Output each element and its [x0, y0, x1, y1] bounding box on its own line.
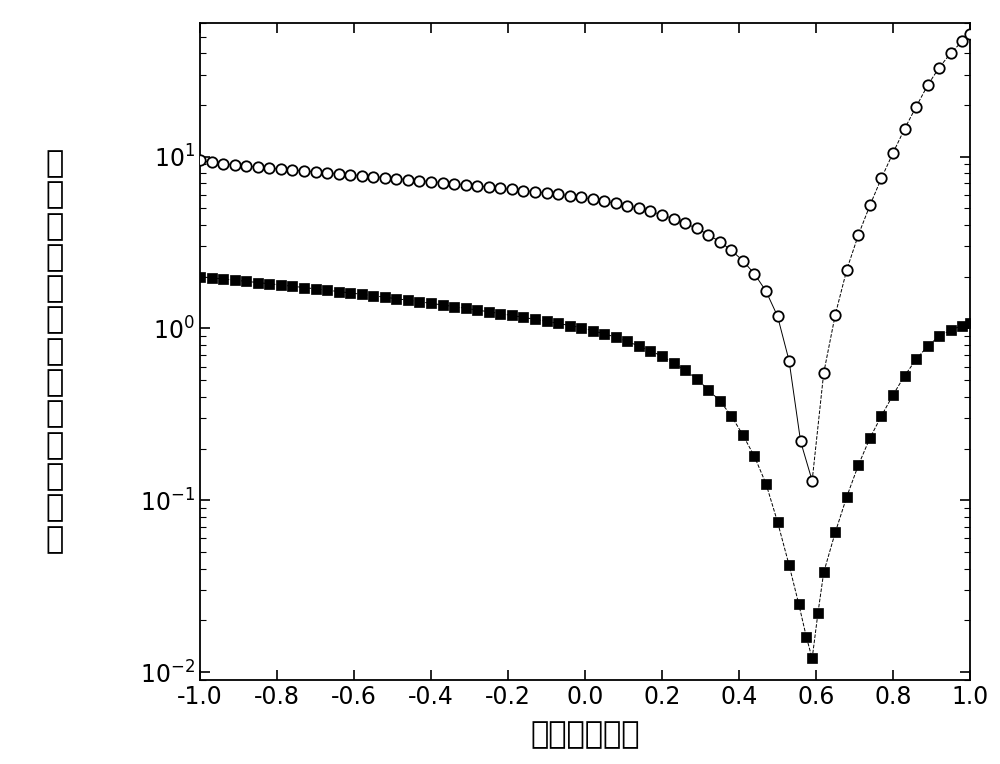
Text: 电
流
密
度
（
毫
安
每
平
方
厘
米
）: 电 流 密 度 （ 毫 安 每 平 方 厘 米 ） [46, 149, 64, 554]
X-axis label: 电压（伏特）: 电压（伏特） [530, 720, 640, 749]
